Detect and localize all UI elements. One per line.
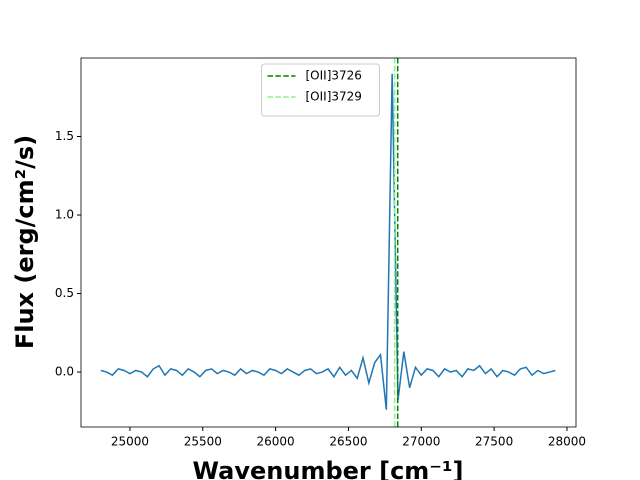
x-tick-label: 27500	[475, 435, 513, 449]
data-line	[100, 73, 556, 410]
y-axis-label: Flux (erg/cm²/s)	[11, 135, 39, 349]
legend-box	[261, 63, 380, 117]
x-tick-label: 27000	[402, 435, 440, 449]
x-tick-label: 25500	[184, 435, 222, 449]
plot-frame	[80, 57, 577, 428]
y-tick-label: 1.5	[55, 129, 74, 143]
y-tick-label: 1.0	[55, 208, 74, 222]
legend-label: [OII]3729	[306, 90, 362, 104]
x-tick-label: 25000	[111, 435, 149, 449]
legend-label: [OII]3726	[306, 69, 362, 83]
x-axis-label: Wavenumber [cm⁻¹]	[193, 457, 464, 480]
x-tick-label: 26000	[257, 435, 295, 449]
y-tick-label: 0.5	[55, 286, 74, 300]
x-tick-label: 26500	[329, 435, 367, 449]
x-tick-label: 28000	[548, 435, 586, 449]
y-tick-label: 0.0	[55, 365, 74, 379]
